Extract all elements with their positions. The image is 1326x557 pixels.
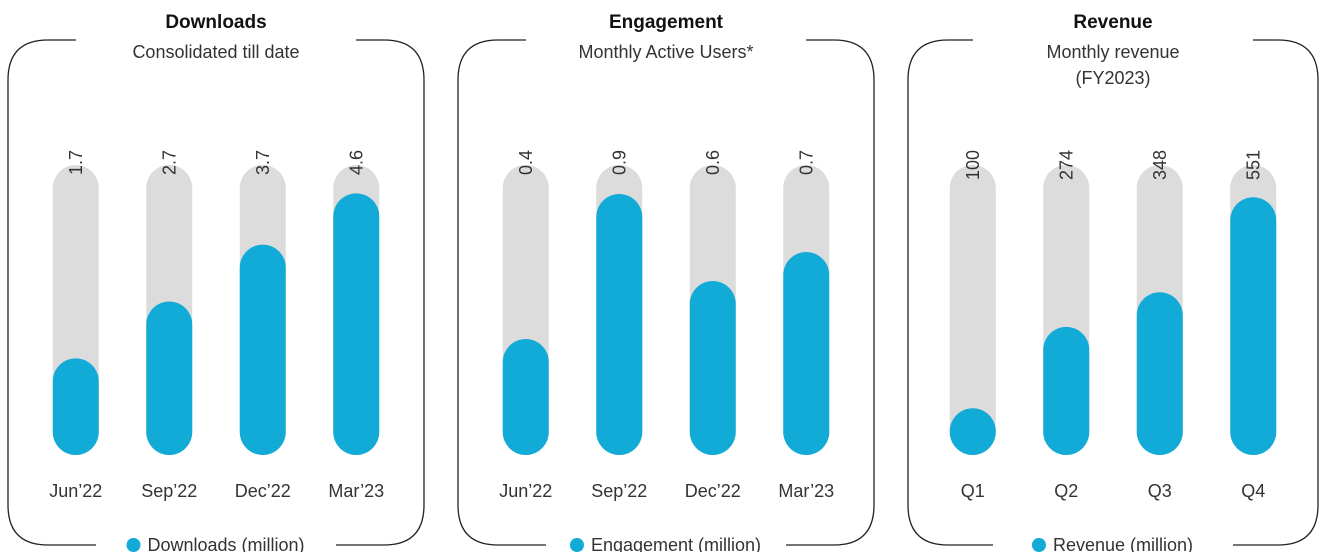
x-tick-label: Sep’22 bbox=[141, 481, 197, 501]
x-tick-label: Mar’23 bbox=[778, 481, 834, 501]
chart-subtitle: (FY2023) bbox=[1075, 68, 1150, 88]
value-label: 348 bbox=[1150, 150, 1170, 180]
value-label: 0.6 bbox=[703, 150, 723, 175]
value-label: 4.6 bbox=[346, 150, 366, 175]
chart-subtitle: Monthly Active Users* bbox=[578, 42, 753, 62]
panel-border bbox=[457, 39, 875, 546]
value-label: 551 bbox=[1243, 150, 1263, 180]
bar bbox=[146, 301, 193, 455]
bar bbox=[596, 194, 643, 455]
bar bbox=[689, 281, 736, 455]
x-tick-label: Jun’22 bbox=[49, 481, 102, 501]
bar bbox=[1230, 197, 1277, 455]
value-label: 0.9 bbox=[609, 150, 629, 175]
legend-swatch bbox=[569, 538, 584, 552]
chart-subtitle: Consolidated till date bbox=[132, 42, 299, 62]
bar-track bbox=[949, 165, 996, 455]
x-tick-label: Q3 bbox=[1148, 481, 1172, 501]
bar bbox=[1136, 292, 1183, 455]
x-tick-label: Sep’22 bbox=[591, 481, 647, 501]
legend-swatch bbox=[126, 538, 141, 552]
value-label: 100 bbox=[963, 150, 983, 180]
panel-border bbox=[907, 39, 1319, 546]
bar bbox=[52, 358, 99, 455]
legend-swatch bbox=[1031, 538, 1046, 552]
chart-title: Downloads bbox=[165, 12, 266, 33]
value-label: 1.7 bbox=[66, 150, 86, 175]
chart-title: Engagement bbox=[609, 12, 724, 33]
bar bbox=[783, 252, 830, 455]
x-tick-label: Mar’23 bbox=[328, 481, 384, 501]
bar bbox=[1043, 326, 1090, 455]
x-tick-label: Dec’22 bbox=[235, 481, 291, 501]
value-label: 274 bbox=[1056, 150, 1076, 180]
legend-label: Downloads (million) bbox=[147, 535, 304, 552]
value-label: 2.7 bbox=[159, 150, 179, 175]
legend-label: Engagement (million) bbox=[591, 535, 761, 552]
bar bbox=[949, 408, 996, 455]
bar bbox=[239, 244, 286, 455]
value-label: 0.4 bbox=[516, 150, 536, 175]
value-label: 0.7 bbox=[796, 150, 816, 175]
bar bbox=[333, 193, 380, 455]
value-label: 3.7 bbox=[253, 150, 273, 175]
x-tick-label: Q1 bbox=[961, 481, 985, 501]
x-tick-label: Q2 bbox=[1054, 481, 1078, 501]
chart-subtitle: Monthly revenue bbox=[1046, 42, 1179, 62]
x-tick-label: Jun’22 bbox=[499, 481, 552, 501]
panel-border bbox=[7, 39, 425, 546]
bar bbox=[502, 339, 549, 455]
chart-title: Revenue bbox=[1073, 12, 1152, 33]
x-tick-label: Dec’22 bbox=[685, 481, 741, 501]
x-tick-label: Q4 bbox=[1241, 481, 1265, 501]
legend-label: Revenue (million) bbox=[1053, 535, 1193, 552]
